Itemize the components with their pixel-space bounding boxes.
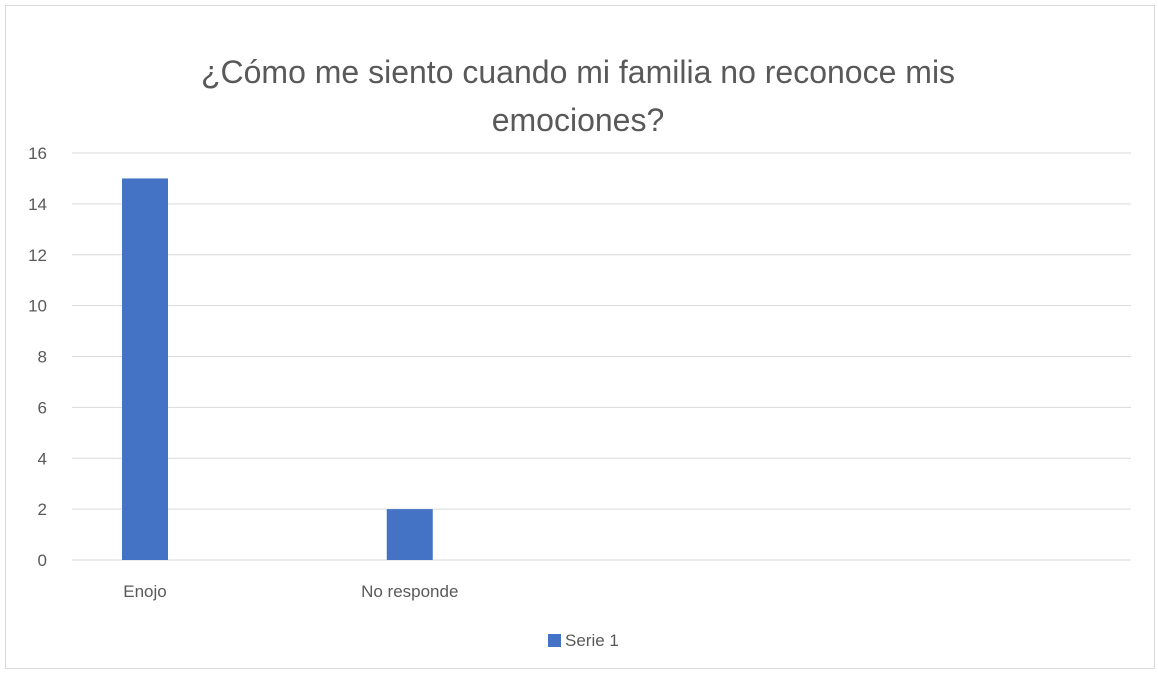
y-tick-label: 2 (38, 500, 47, 519)
legend-label: Serie 1 (565, 631, 619, 650)
chart-frame (5, 5, 1155, 669)
y-tick-label: 10 (28, 297, 47, 316)
chart-title-line-2: emociones? (492, 102, 665, 138)
chart-title: ¿Cómo me siento cuando mi familia no rec… (201, 54, 955, 138)
chart-title-line-1: ¿Cómo me siento cuando mi familia no rec… (201, 54, 955, 90)
y-tick-label: 8 (38, 348, 47, 367)
y-axis-tick-labels: 0 2 4 6 8 10 12 14 16 (28, 144, 47, 570)
x-axis-tick-labels: Enojo No responde (123, 582, 458, 601)
legend: Serie 1 (548, 631, 619, 650)
x-tick-label: No responde (361, 582, 458, 601)
y-tick-label: 0 (38, 551, 47, 570)
y-tick-label: 16 (28, 144, 47, 163)
bar-no-responde (386, 509, 433, 560)
bar-enojo (122, 178, 168, 560)
y-tick-label: 12 (28, 246, 47, 265)
y-tick-label: 6 (38, 398, 47, 417)
bars (122, 178, 433, 560)
legend-swatch (548, 634, 561, 647)
x-tick-label: Enojo (123, 582, 166, 601)
y-tick-label: 14 (28, 195, 47, 214)
gridlines (72, 152, 1131, 561)
y-tick-label: 4 (38, 449, 47, 468)
